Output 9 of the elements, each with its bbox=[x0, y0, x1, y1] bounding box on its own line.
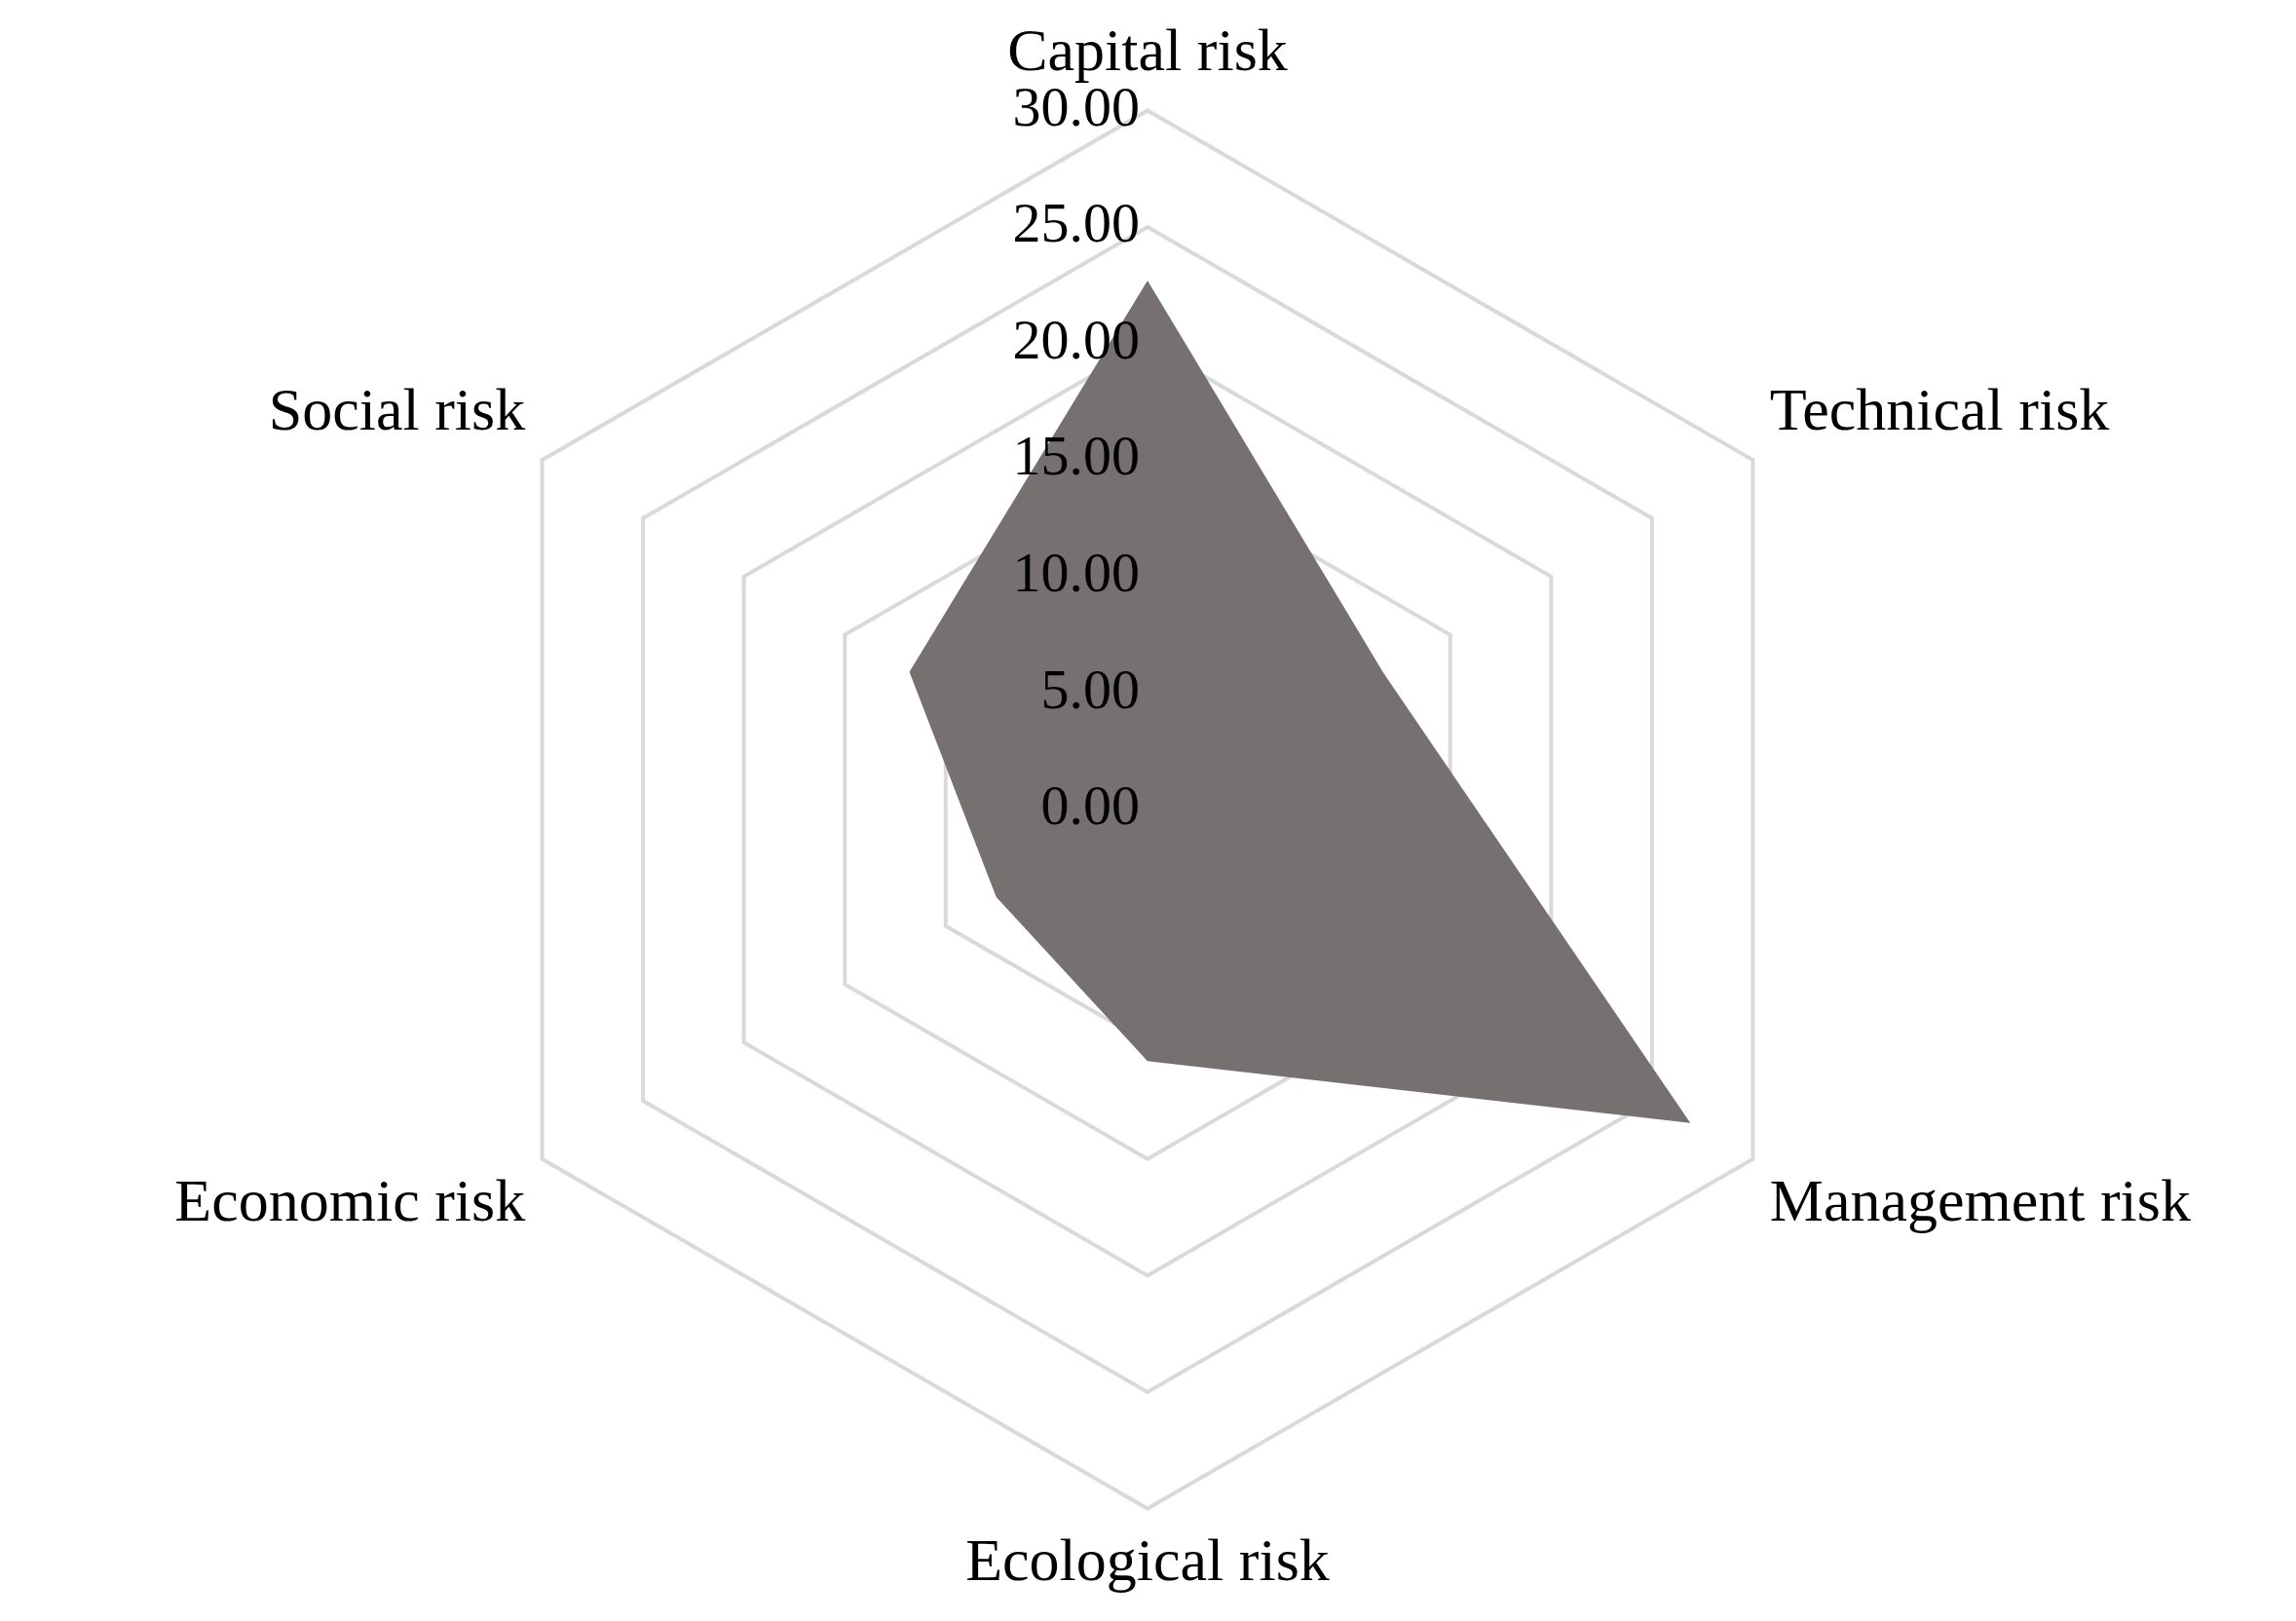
spoke-label: Ecological risk bbox=[965, 1527, 1330, 1594]
spoke-label: Social risk bbox=[268, 376, 526, 443]
y-tick-label: 10.00 bbox=[1012, 541, 1140, 605]
y-tick-label: 0.00 bbox=[1040, 773, 1140, 838]
y-tick-label: 5.00 bbox=[1040, 657, 1140, 721]
y-tick-label: 25.00 bbox=[1012, 191, 1140, 255]
spoke-label: Management risk bbox=[1769, 1167, 2191, 1234]
spoke-label: Economic risk bbox=[174, 1167, 526, 1234]
spoke-label: Technical risk bbox=[1769, 376, 2110, 443]
